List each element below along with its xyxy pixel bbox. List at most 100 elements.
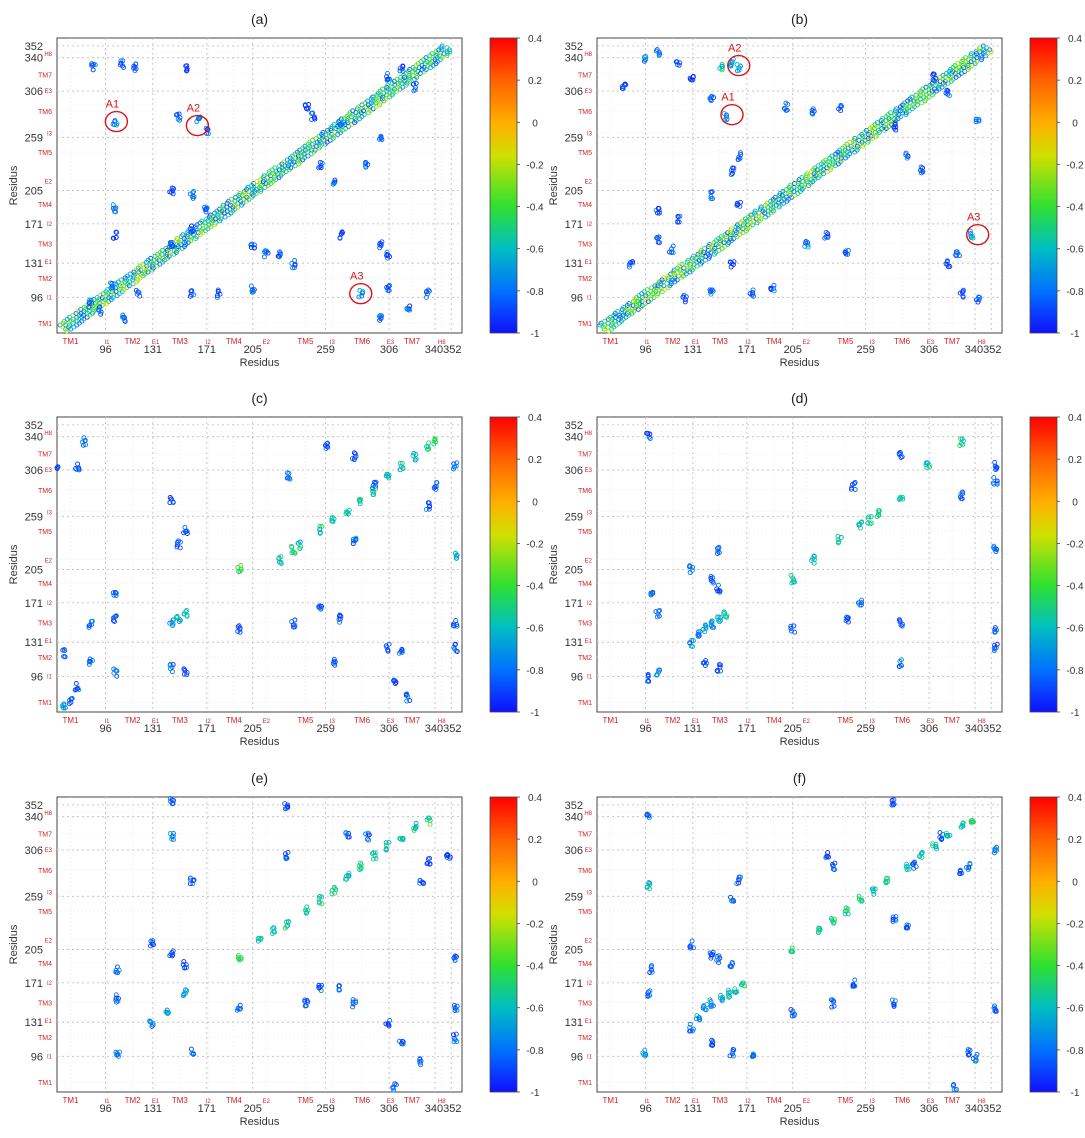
contact-point xyxy=(121,65,127,70)
contact-point xyxy=(148,943,153,949)
segment-label-y: E1 xyxy=(45,1019,53,1025)
colorbar-tick-label: -0.8 xyxy=(1066,1046,1084,1057)
segment-label-y: I3 xyxy=(47,890,53,896)
contact-point xyxy=(829,917,835,923)
colorbar-tick-label: -0.2 xyxy=(526,160,544,171)
contact-point xyxy=(110,202,116,208)
contact-point xyxy=(423,67,429,72)
contact-point xyxy=(979,55,985,61)
colorbar xyxy=(489,796,518,1093)
contact-point xyxy=(788,949,794,954)
contact-point xyxy=(425,500,431,506)
contact-point xyxy=(815,930,821,935)
segment-label-x: E2 xyxy=(263,1099,271,1105)
contact-point xyxy=(789,1013,795,1019)
segment-label-x: E3 xyxy=(387,1099,395,1105)
contact-point xyxy=(893,914,899,920)
contact-point xyxy=(350,1004,356,1010)
x-tick-label: 96 xyxy=(639,723,651,735)
contact-point xyxy=(220,202,226,208)
contact-point xyxy=(655,205,661,211)
segment-label-x: I3 xyxy=(330,719,336,725)
contact-point xyxy=(649,969,655,975)
contact-point xyxy=(832,860,838,866)
contact-point xyxy=(994,848,1000,853)
contact-point xyxy=(285,849,291,855)
contact-point xyxy=(824,853,830,859)
contact-point xyxy=(991,475,997,481)
contact-point xyxy=(370,485,375,491)
contact-point xyxy=(749,1054,755,1060)
segment-label-y: H8 xyxy=(584,811,592,817)
segment-label-y: TM4 xyxy=(38,202,52,209)
contact-point xyxy=(237,629,243,635)
colorbar-tick-label: -0.4 xyxy=(526,962,544,973)
contact-point xyxy=(683,294,689,300)
y-tick-label: 96 xyxy=(571,672,583,684)
contact-point xyxy=(285,802,291,808)
segment-label-y: E1 xyxy=(585,260,593,266)
contact-point xyxy=(645,993,651,999)
contact-point xyxy=(653,48,659,54)
contact-point xyxy=(363,159,369,165)
contact-point xyxy=(647,886,652,892)
contact-point xyxy=(357,501,363,507)
contact-point xyxy=(966,1051,972,1057)
contact-point xyxy=(976,297,982,303)
contact-point xyxy=(180,232,186,238)
colorbar-tick-label: 0.4 xyxy=(1068,413,1082,424)
segment-label-x: E2 xyxy=(263,340,271,346)
contact-points xyxy=(597,43,994,334)
contact-point xyxy=(291,159,297,165)
contact-point xyxy=(112,206,118,212)
contact-point xyxy=(905,153,911,159)
contact-point xyxy=(166,249,172,255)
segment-label-y: I1 xyxy=(587,296,593,302)
contact-point xyxy=(850,983,856,989)
contact-point xyxy=(235,955,241,961)
contact-point xyxy=(74,467,80,472)
contact-point xyxy=(718,668,723,674)
contact-point xyxy=(648,964,654,970)
contact-point xyxy=(317,139,323,145)
segment-label-y: TM6 xyxy=(578,868,592,875)
contact-point xyxy=(132,64,138,70)
contact-point xyxy=(404,691,410,697)
contact-point xyxy=(723,114,729,120)
contact-point xyxy=(856,522,862,528)
contact-point xyxy=(284,470,290,476)
contact-point xyxy=(316,165,322,171)
segment-label-x: E3 xyxy=(927,1099,935,1105)
contact-point xyxy=(682,299,688,305)
contact-point xyxy=(738,874,743,880)
x-tick-label: 306 xyxy=(920,1103,938,1115)
x-axis-title: Residus xyxy=(240,357,280,369)
segment-label-x: TM1 xyxy=(63,337,80,346)
contact-point xyxy=(392,1081,398,1087)
contact-point xyxy=(372,850,378,856)
contact-point xyxy=(710,1042,715,1048)
contact-point xyxy=(934,846,939,852)
contact-point xyxy=(452,641,458,647)
contact-point xyxy=(317,523,323,529)
contact-point xyxy=(971,819,976,825)
contact-point xyxy=(329,516,335,522)
contact-point xyxy=(386,839,392,845)
contact-point xyxy=(235,624,241,630)
contact-point xyxy=(789,580,795,586)
contact-point xyxy=(324,443,330,449)
x-tick-label: 259 xyxy=(856,344,874,356)
annotation-circle xyxy=(720,103,744,126)
contact-point xyxy=(378,316,384,322)
segment-label-x: TM7 xyxy=(404,1096,421,1105)
contact-point xyxy=(622,81,628,87)
segment-label-y: E2 xyxy=(45,559,53,565)
segment-label-y: I2 xyxy=(587,981,593,987)
colorbar-tick-label: 0 xyxy=(532,877,538,888)
contact-point xyxy=(426,504,432,510)
contact-point xyxy=(174,111,180,117)
contact-point xyxy=(364,836,370,842)
contact-point xyxy=(728,259,733,265)
contact-point xyxy=(357,497,363,503)
